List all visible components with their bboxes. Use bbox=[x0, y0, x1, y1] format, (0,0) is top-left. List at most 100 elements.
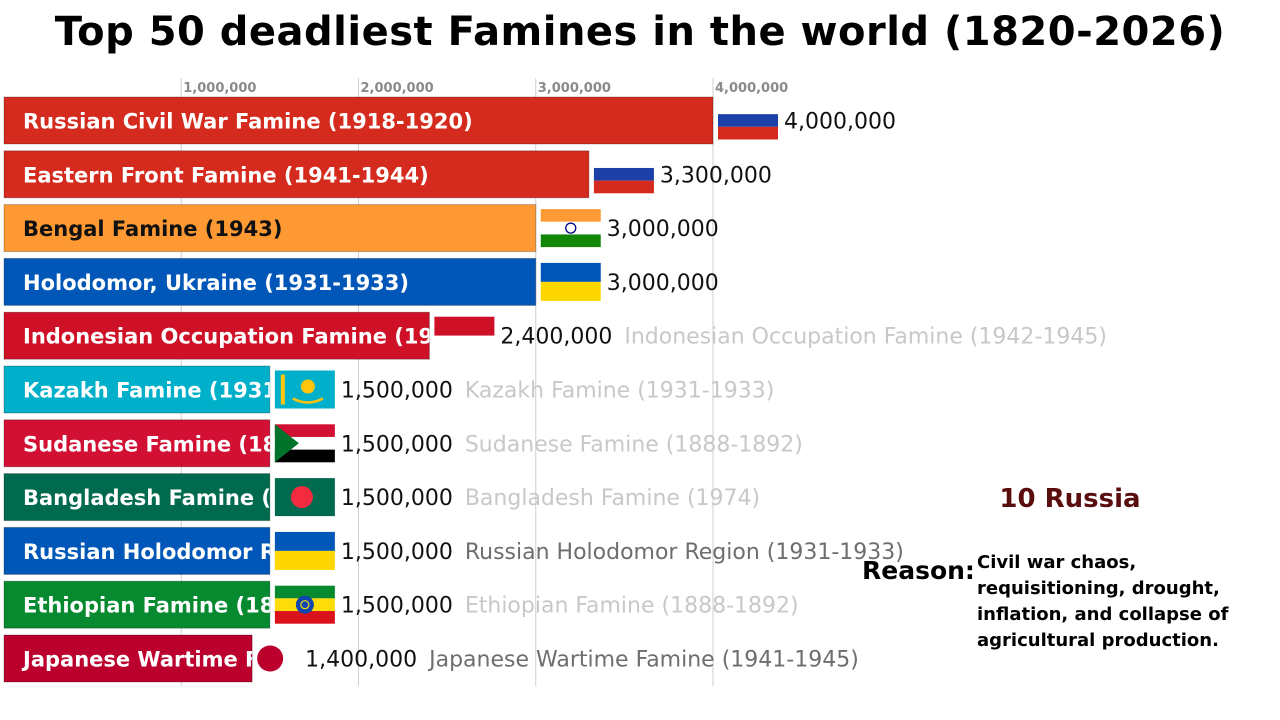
side-label: Ethiopian Famine (1888-1892) bbox=[465, 594, 799, 619]
x-tick-label: 2,000,000 bbox=[361, 81, 434, 96]
value-label: 2,400,000 bbox=[500, 325, 612, 350]
value-label: 1,500,000 bbox=[341, 486, 453, 511]
bar-label: Russian Holodomor Region (1931-1933) bbox=[23, 540, 494, 564]
bar-row: Indonesian Occupation Famine (1942-1945)… bbox=[3, 311, 1107, 360]
flag-stripe bbox=[540, 234, 601, 248]
flag-stripe bbox=[434, 335, 495, 355]
value-label: 1,500,000 bbox=[341, 379, 453, 404]
flag-emblem bbox=[565, 222, 577, 234]
flag-stripe bbox=[434, 316, 495, 336]
bar bbox=[3, 526, 271, 575]
bar-label: Russian Civil War Famine (1918-1920) bbox=[23, 110, 473, 134]
bar-row: Sudanese Famine (1888-1892)1,500,000 Suda… bbox=[3, 419, 803, 468]
bar-label: Japanese Wartime Famine (1941-1945) bbox=[21, 648, 483, 672]
flag-stripe bbox=[718, 114, 778, 127]
flag-eagle bbox=[292, 397, 324, 404]
bar bbox=[3, 204, 537, 253]
bar bbox=[3, 419, 271, 468]
bar bbox=[3, 311, 430, 360]
side-label: Kazakh Famine (1931-1933) bbox=[465, 379, 774, 404]
reason-text: Civil war chaos, requisitioning, drought… bbox=[977, 552, 1229, 651]
bar-label: Indonesian Occupation Famine (1942-1945) bbox=[23, 325, 539, 349]
value-label: 3,000,000 bbox=[607, 217, 719, 242]
bar bbox=[3, 96, 714, 145]
flag-stripe bbox=[540, 281, 601, 301]
flag-sun bbox=[300, 379, 315, 394]
x-tick-label: 3,000,000 bbox=[538, 81, 611, 96]
russia-flag-icon bbox=[593, 155, 654, 194]
ukraine-flag-icon bbox=[540, 262, 601, 301]
bangladesh-flag-icon bbox=[274, 478, 335, 517]
bar-label: Ethiopian Famine (1888-1892) bbox=[23, 594, 380, 618]
india-flag-icon bbox=[540, 209, 601, 248]
flag-disc bbox=[257, 645, 284, 672]
bar-row: Bengal Famine (1943) 3,000,000 bbox=[3, 204, 719, 253]
sudan-flag-icon bbox=[274, 424, 335, 463]
flag-stripe bbox=[274, 449, 335, 463]
bar-row: Bangladesh Famine (1974) 1,500,000 Banglad… bbox=[3, 473, 760, 522]
bar-label: Bangladesh Famine (1974) bbox=[23, 486, 339, 510]
flag-stripe bbox=[274, 585, 335, 599]
value-label: 3,300,000 bbox=[660, 163, 772, 188]
side-label: Indonesian Occupation Famine (1942-1945) bbox=[624, 325, 1107, 350]
flag-stripe bbox=[718, 126, 778, 140]
flag-stripe bbox=[593, 167, 654, 181]
flag-stripe bbox=[718, 101, 778, 115]
flag-stripe bbox=[274, 550, 335, 570]
bar bbox=[3, 365, 271, 414]
value-label: 1,400,000 bbox=[305, 648, 417, 673]
russia-flag-icon bbox=[718, 101, 778, 140]
indonesia-flag-icon bbox=[434, 316, 495, 355]
flag-stripe bbox=[274, 424, 335, 437]
flag-ornament bbox=[280, 374, 285, 405]
bar-label: Kazakh Famine (1931-1933) bbox=[23, 379, 354, 403]
flag-stripe bbox=[274, 531, 335, 551]
japan-flag-icon bbox=[257, 639, 318, 678]
flag-stripe bbox=[274, 611, 335, 624]
value-label: 1,500,000 bbox=[341, 432, 453, 457]
value-label: 4,000,000 bbox=[784, 110, 896, 135]
bar-label: Bengal Famine (1943) bbox=[23, 217, 282, 241]
bar-label: Eastern Front Famine (1941-1944) bbox=[23, 163, 429, 187]
x-tick-label: 1,000,000 bbox=[183, 81, 256, 96]
bar-row: Russian Holodomor Region (1931-1933)1,50… bbox=[3, 526, 904, 575]
bars: Russian Civil War Famine (1918-1920) 4,00… bbox=[3, 96, 1107, 683]
value-label: 3,000,000 bbox=[607, 271, 719, 296]
flag-stripe bbox=[540, 262, 601, 282]
side-label: Bangladesh Famine (1974) bbox=[465, 486, 760, 511]
bar-row: Eastern Front Famine (1941-1944) 3,300,00… bbox=[3, 150, 772, 199]
kazakhstan-flag-icon bbox=[274, 370, 335, 409]
ukraine-flag-icon bbox=[274, 531, 335, 570]
bar-row: Ethiopian Famine (1888-1892)1,500,000 Eth… bbox=[3, 580, 799, 629]
chart-title: Top 50 deadliest Famines in the world (1… bbox=[54, 9, 1226, 55]
bar bbox=[3, 257, 537, 306]
bar-label: Sudanese Famine (1888-1892) bbox=[23, 432, 383, 456]
bar-row: Russian Civil War Famine (1918-1920) 4,00… bbox=[3, 96, 896, 145]
period-counter: 10 Russia bbox=[999, 484, 1141, 514]
x-tick-label: 4,000,000 bbox=[715, 81, 788, 96]
reason-label: Reason: bbox=[862, 556, 975, 585]
side-label: Sudanese Famine (1888-1892) bbox=[465, 432, 803, 457]
bar bbox=[3, 580, 271, 629]
flag-stripe bbox=[540, 221, 601, 235]
ethiopia-flag-icon bbox=[274, 585, 335, 624]
flag-star bbox=[300, 600, 310, 610]
bar-row: Kazakh Famine (1931-1933)1,500,000 Kazakh… bbox=[3, 365, 774, 414]
flag-emblem bbox=[295, 595, 314, 614]
side-label: Japanese Wartime Famine (1941-1945) bbox=[427, 648, 859, 673]
value-label: 1,500,000 bbox=[341, 540, 453, 565]
flag-stripe bbox=[593, 155, 654, 168]
bar-row: Holodomor, Ukraine (1931-1933) 3,000,000 bbox=[3, 257, 719, 306]
value-label: 1,500,000 bbox=[341, 594, 453, 619]
bar bbox=[3, 150, 590, 199]
bar-row: Japanese Wartime Famine (1941-1945)1,400… bbox=[3, 634, 859, 683]
flag-stripe bbox=[540, 209, 601, 222]
bar bbox=[3, 473, 271, 522]
flag-triangle bbox=[274, 424, 299, 463]
flag-stripe bbox=[593, 180, 654, 194]
bar-label: Holodomor, Ukraine (1931-1933) bbox=[23, 271, 409, 295]
flag-disc bbox=[290, 486, 313, 509]
bar bbox=[3, 634, 253, 683]
side-label: Russian Holodomor Region (1931-1933) bbox=[465, 540, 904, 565]
